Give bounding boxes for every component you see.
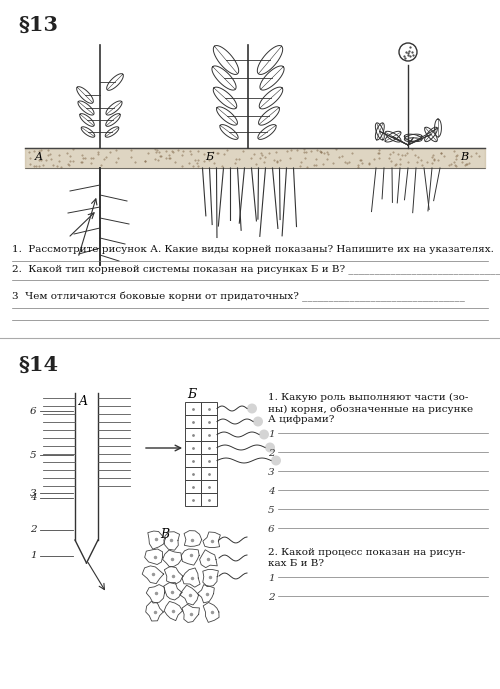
Polygon shape <box>142 566 164 584</box>
Text: A: A <box>79 395 88 408</box>
Text: 1: 1 <box>268 430 274 439</box>
Text: 4: 4 <box>268 487 274 496</box>
Text: 3: 3 <box>268 468 274 477</box>
Polygon shape <box>164 566 183 584</box>
Bar <box>185 493 201 506</box>
Polygon shape <box>144 549 162 564</box>
Bar <box>185 415 201 428</box>
Text: 6: 6 <box>30 407 36 415</box>
Text: §14: §14 <box>18 355 58 375</box>
Polygon shape <box>164 601 182 621</box>
Text: B: B <box>460 152 468 162</box>
Text: 1. Какую роль выполняют части (зо-: 1. Какую роль выполняют части (зо- <box>268 393 468 402</box>
Polygon shape <box>164 583 182 600</box>
Bar <box>201 493 217 506</box>
Circle shape <box>247 404 257 413</box>
Text: §13: §13 <box>18 15 58 35</box>
Bar <box>201 402 217 415</box>
Bar <box>201 428 217 441</box>
Bar <box>185 428 201 441</box>
Polygon shape <box>203 570 218 586</box>
Text: 6: 6 <box>268 525 274 534</box>
Polygon shape <box>203 532 220 548</box>
Bar <box>185 467 201 480</box>
Polygon shape <box>164 532 180 551</box>
Polygon shape <box>146 601 164 621</box>
Bar <box>201 415 217 428</box>
Circle shape <box>265 442 275 453</box>
Text: А цифрами?: А цифрами? <box>268 415 334 424</box>
Text: 2: 2 <box>268 593 274 602</box>
Text: 1: 1 <box>268 574 274 583</box>
Text: 1: 1 <box>30 551 36 560</box>
Text: 5: 5 <box>268 506 274 515</box>
Bar <box>185 454 201 467</box>
Text: 3  Чем отличаются боковые корни от придаточных? _______________________________: 3 Чем отличаются боковые корни от придат… <box>12 292 465 302</box>
Polygon shape <box>146 584 164 603</box>
Text: Б: Б <box>205 152 213 162</box>
Text: Б: Б <box>187 388 196 401</box>
Bar <box>201 454 217 467</box>
Polygon shape <box>200 550 217 568</box>
Text: 3: 3 <box>30 489 36 497</box>
Text: 4: 4 <box>30 493 36 502</box>
Text: 2.  Какой тип корневой системы показан на рисунках Б и В? ______________________: 2. Какой тип корневой системы показан на… <box>12 264 500 274</box>
Bar <box>185 480 201 493</box>
Text: 5: 5 <box>30 451 36 460</box>
Bar <box>185 441 201 454</box>
Polygon shape <box>182 568 200 587</box>
Polygon shape <box>198 585 214 603</box>
Bar <box>185 402 201 415</box>
Text: 1.  Рассмотрите рисунок А. Какие виды корней показаны? Напишите их на указателях: 1. Рассмотрите рисунок А. Какие виды кор… <box>12 245 494 254</box>
Bar <box>201 480 217 493</box>
Text: A: A <box>35 152 43 162</box>
Text: B: B <box>160 528 169 541</box>
Polygon shape <box>182 549 199 565</box>
Polygon shape <box>203 602 219 622</box>
Circle shape <box>259 429 269 440</box>
Polygon shape <box>162 550 182 567</box>
Text: ны) корня, обозначенные на рисунке: ны) корня, обозначенные на рисунке <box>268 404 473 413</box>
Polygon shape <box>180 585 199 605</box>
Circle shape <box>253 416 263 426</box>
Text: ках Б и В?: ках Б и В? <box>268 559 324 568</box>
Polygon shape <box>184 531 202 546</box>
Polygon shape <box>148 531 166 549</box>
Polygon shape <box>182 604 200 622</box>
Circle shape <box>271 455 281 466</box>
Text: 2. Какой процесс показан на рисун-: 2. Какой процесс показан на рисун- <box>268 548 466 557</box>
Text: 2: 2 <box>30 526 36 535</box>
Text: 2: 2 <box>268 449 274 458</box>
Bar <box>201 441 217 454</box>
Bar <box>201 467 217 480</box>
